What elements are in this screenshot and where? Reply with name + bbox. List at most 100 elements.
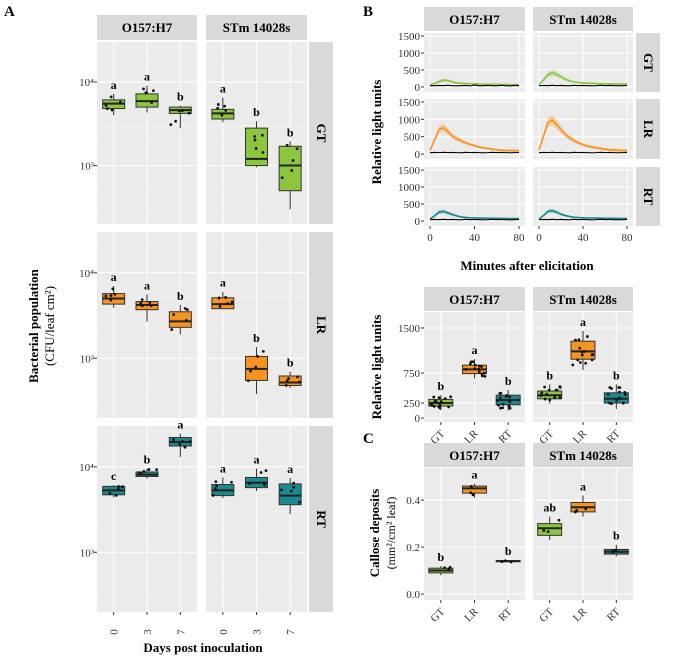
box-a-point <box>292 485 296 489</box>
strip-label-row: RT <box>314 510 329 528</box>
x-tick-label: 40 <box>469 232 481 244</box>
x-tick-label: 0 <box>218 629 230 635</box>
significance-letter: b <box>613 529 620 543</box>
panel-b-box-box-point <box>545 392 549 396</box>
box-a-point <box>105 107 109 111</box>
box-a-point <box>280 176 284 180</box>
box-a-point <box>150 101 154 104</box>
panel-b-box-box-point <box>577 338 581 342</box>
y-tick-label: 500 <box>404 132 421 144</box>
strip-label-column: STm 14028s <box>549 12 617 27</box>
panel-b-box-box-point <box>483 375 487 378</box>
panel-c-box-box-point <box>500 560 504 564</box>
panel-b-box-box-point <box>578 346 582 350</box>
box-a-point <box>139 301 143 305</box>
panel-b-box-box-point <box>507 404 511 408</box>
x-axis-title: Minutes after elicitation <box>460 258 594 273</box>
significance-letter: a <box>287 462 293 476</box>
strip-label-row: GT <box>314 124 329 143</box>
box-a-point <box>218 305 222 308</box>
panel-b-box-box-point <box>576 358 580 362</box>
box-a-point <box>148 301 152 305</box>
box-a-point <box>226 302 229 305</box>
box-a-point <box>261 151 265 154</box>
box-a-point <box>230 300 234 304</box>
strip-row-0 <box>309 42 333 224</box>
box-a-box <box>168 311 192 328</box>
line-series-treatment <box>538 209 627 220</box>
box-a-point <box>298 380 301 384</box>
strip-column <box>533 287 633 311</box>
y-tick-label: 1500 <box>398 165 421 177</box>
strip-label-row: RT <box>641 188 656 206</box>
box-a-point <box>285 379 289 383</box>
panel-b-box-box-point <box>590 353 594 357</box>
panel-label-b: B <box>363 4 373 20</box>
line-series-control <box>429 218 520 221</box>
box-a-point <box>264 469 268 473</box>
y-tick-label: 10³ <box>80 353 95 365</box>
box-a-point <box>259 471 263 474</box>
panel-b-box-box-point <box>478 364 481 368</box>
box-a-point <box>188 440 192 444</box>
strip-row <box>636 99 660 159</box>
box-a-point <box>216 103 220 106</box>
box-a-point <box>230 480 233 484</box>
strip-label-column: STm 14028s <box>549 448 617 463</box>
box-a-point <box>114 493 118 497</box>
box-a-point <box>246 379 250 383</box>
significance-letter: a <box>111 78 117 92</box>
significance-letter: b <box>505 374 512 388</box>
significance-letter: a <box>111 270 117 284</box>
box-a-box <box>278 483 302 506</box>
box-a-point <box>145 91 148 95</box>
panel-b-box-box-point <box>501 402 505 406</box>
box-a-point <box>287 377 290 380</box>
panel-b-box-box-point <box>432 404 436 408</box>
y-axis-title: Relative light units <box>369 80 384 185</box>
panel-b-box-box-point <box>499 406 502 410</box>
box-a-point <box>215 484 219 488</box>
y-tick-label: 10³ <box>80 547 95 559</box>
significance-letter: ab <box>543 501 556 515</box>
y-tick-label: 0 <box>415 149 421 161</box>
panel-b-box-box-point <box>464 367 468 371</box>
box-a-point <box>181 440 184 443</box>
box-a-box <box>245 127 268 167</box>
box-a-point <box>109 95 113 99</box>
y-tick-label: 0.2 <box>406 542 420 554</box>
y-tick-label: 10⁴ <box>79 77 94 89</box>
panel-label-c: C <box>363 431 374 447</box>
strip-column-0 <box>97 15 197 40</box>
panel-label-a: A <box>4 4 15 20</box>
box-a-point <box>118 100 122 104</box>
box-a-point <box>187 111 191 115</box>
panel-b-lines: O157:H7 STm 14028s GT 0 500 1000 1500 LR 0 500 100… <box>369 7 660 273</box>
box-a-point <box>111 287 115 291</box>
panel-b-box-box-point <box>584 361 588 365</box>
significance-letter: a <box>472 468 478 482</box>
x-tick-label: 0 <box>536 232 542 244</box>
y-tick-label: 10⁴ <box>79 268 94 280</box>
box-a-point <box>292 481 295 485</box>
y-tick-label: 1000 <box>398 182 421 194</box>
y-tick-label: 250 <box>404 398 421 410</box>
panel-b-box-box-point <box>508 395 512 399</box>
x-tick-label: 0 <box>427 232 433 244</box>
panel-b-box-box-point <box>617 386 621 389</box>
panel-b-box-box-point <box>558 396 562 399</box>
box-a-point <box>254 147 258 150</box>
box-a-point <box>183 307 187 310</box>
panel-b-box-box-point <box>585 335 589 338</box>
panel-b-box-box-point <box>477 370 481 374</box>
y-tick-label: 750 <box>404 368 421 380</box>
strip-label-column: O157:H7 <box>449 12 500 27</box>
panel-b-box-box-point <box>558 386 562 389</box>
y-tick-label: 0 <box>415 413 421 425</box>
box-a-point <box>254 365 258 369</box>
significance-letter: b <box>505 544 512 558</box>
significance-letter: a <box>144 278 150 292</box>
panel-b-box-box-point <box>539 394 543 398</box>
